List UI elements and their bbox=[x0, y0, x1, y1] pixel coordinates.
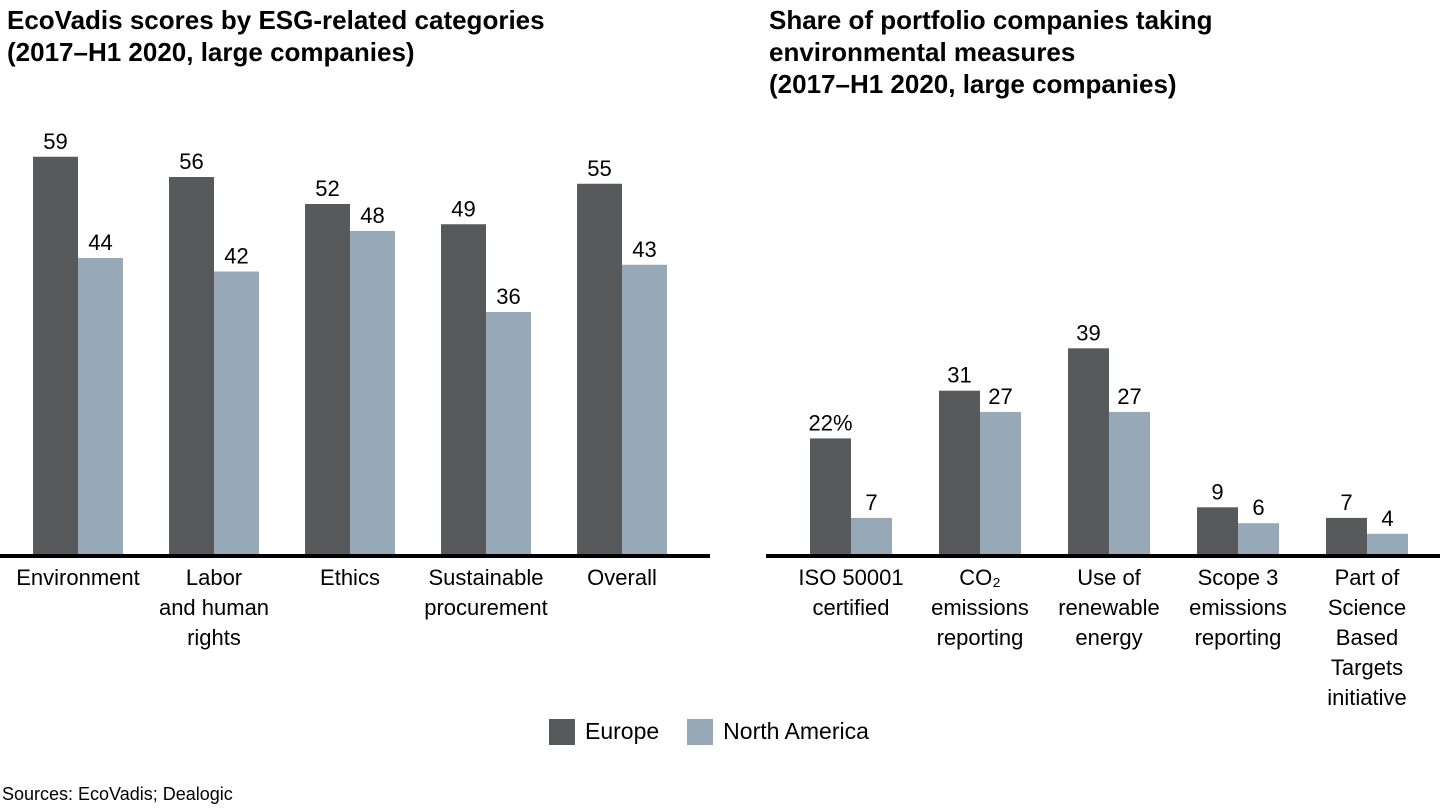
data-label-europe-part-of: 7 bbox=[1340, 490, 1352, 515]
data-label-europe-scope-3: 9 bbox=[1211, 479, 1223, 504]
bar-europe-iso-50001 bbox=[810, 438, 851, 555]
bar-north-america-co bbox=[980, 411, 1021, 555]
data-label-europe-sustainable: 49 bbox=[451, 196, 475, 221]
bar-europe-part-of bbox=[1326, 517, 1367, 555]
source-note: Sources: EcoVadis; Dealogic bbox=[2, 784, 233, 804]
category-label-labor: Labor and human rights bbox=[159, 565, 269, 650]
bar-north-america-ethics bbox=[350, 231, 395, 555]
data-label-north-america-iso-50001: 7 bbox=[865, 490, 877, 515]
category-label-ethics: Ethics bbox=[320, 565, 380, 590]
data-label-north-america-sustainable: 36 bbox=[496, 284, 520, 309]
legend-item-north-america: North America bbox=[687, 718, 869, 745]
data-label-europe-ethics: 52 bbox=[315, 176, 339, 201]
bar-north-america-labor bbox=[214, 271, 259, 555]
data-label-north-america-use-of: 27 bbox=[1117, 384, 1141, 409]
legend-swatch-europe bbox=[549, 718, 575, 745]
data-label-north-america-overall: 43 bbox=[632, 237, 656, 262]
category-label-scope-3: Scope 3 emissions reporting bbox=[1189, 565, 1287, 650]
data-label-north-america-part-of: 4 bbox=[1381, 506, 1393, 531]
bar-europe-co bbox=[939, 390, 980, 555]
data-label-north-america-environment: 44 bbox=[88, 230, 112, 255]
bar-europe-sustainable bbox=[441, 224, 486, 555]
data-label-north-america-ethics: 48 bbox=[360, 203, 384, 228]
data-label-europe-iso-50001: 22% bbox=[808, 410, 852, 435]
bar-europe-use-of bbox=[1068, 348, 1109, 555]
left-chart-title: EcoVadis scores by ESG-related categorie… bbox=[7, 5, 545, 67]
category-label-iso-50001: ISO 50001 certified bbox=[798, 565, 903, 620]
bar-north-america-environment bbox=[78, 258, 123, 555]
category-label-co: CO₂ emissions reporting bbox=[931, 565, 1029, 650]
bar-europe-ethics bbox=[305, 204, 350, 555]
data-label-europe-overall: 55 bbox=[587, 156, 611, 181]
legend-label-north-america: North America bbox=[723, 718, 869, 744]
data-label-north-america-co: 27 bbox=[988, 384, 1012, 409]
bar-europe-environment bbox=[33, 156, 78, 555]
data-label-north-america-labor: 42 bbox=[224, 244, 248, 269]
bar-north-america-use-of bbox=[1109, 411, 1150, 555]
data-label-europe-labor: 56 bbox=[179, 149, 203, 174]
category-label-overall: Overall bbox=[587, 565, 657, 590]
right-chart-title: Share of portfolio companies taking envi… bbox=[769, 5, 1213, 99]
data-label-north-america-scope-3: 6 bbox=[1252, 495, 1264, 520]
category-label-use-of: Use of renewable energy bbox=[1058, 565, 1160, 650]
category-label-part-of: Part of Science Based Targets initiative bbox=[1327, 565, 1406, 710]
legend-label-europe: Europe bbox=[585, 718, 660, 744]
legend-swatch-north-america bbox=[687, 718, 714, 745]
data-label-europe-use-of: 39 bbox=[1076, 320, 1100, 345]
bar-north-america-overall bbox=[622, 264, 667, 555]
bar-europe-overall bbox=[577, 183, 622, 555]
bar-europe-labor bbox=[169, 177, 214, 555]
data-label-europe-co: 31 bbox=[947, 363, 971, 388]
x-axis-baseline bbox=[0, 554, 710, 558]
bar-europe-scope-3 bbox=[1197, 507, 1238, 555]
bar-north-america-iso-50001 bbox=[851, 517, 892, 555]
data-label-europe-environment: 59 bbox=[43, 129, 67, 154]
bar-north-america-part-of bbox=[1367, 533, 1408, 555]
category-label-environment: Environment bbox=[16, 565, 140, 590]
legend: Europe North America bbox=[549, 718, 897, 745]
category-label-sustainable: Sustainable procurement bbox=[424, 565, 548, 620]
bar-north-america-sustainable bbox=[486, 312, 531, 555]
bar-north-america-scope-3 bbox=[1238, 523, 1279, 555]
x-axis-baseline bbox=[766, 554, 1440, 558]
legend-item-europe: Europe bbox=[549, 718, 659, 745]
